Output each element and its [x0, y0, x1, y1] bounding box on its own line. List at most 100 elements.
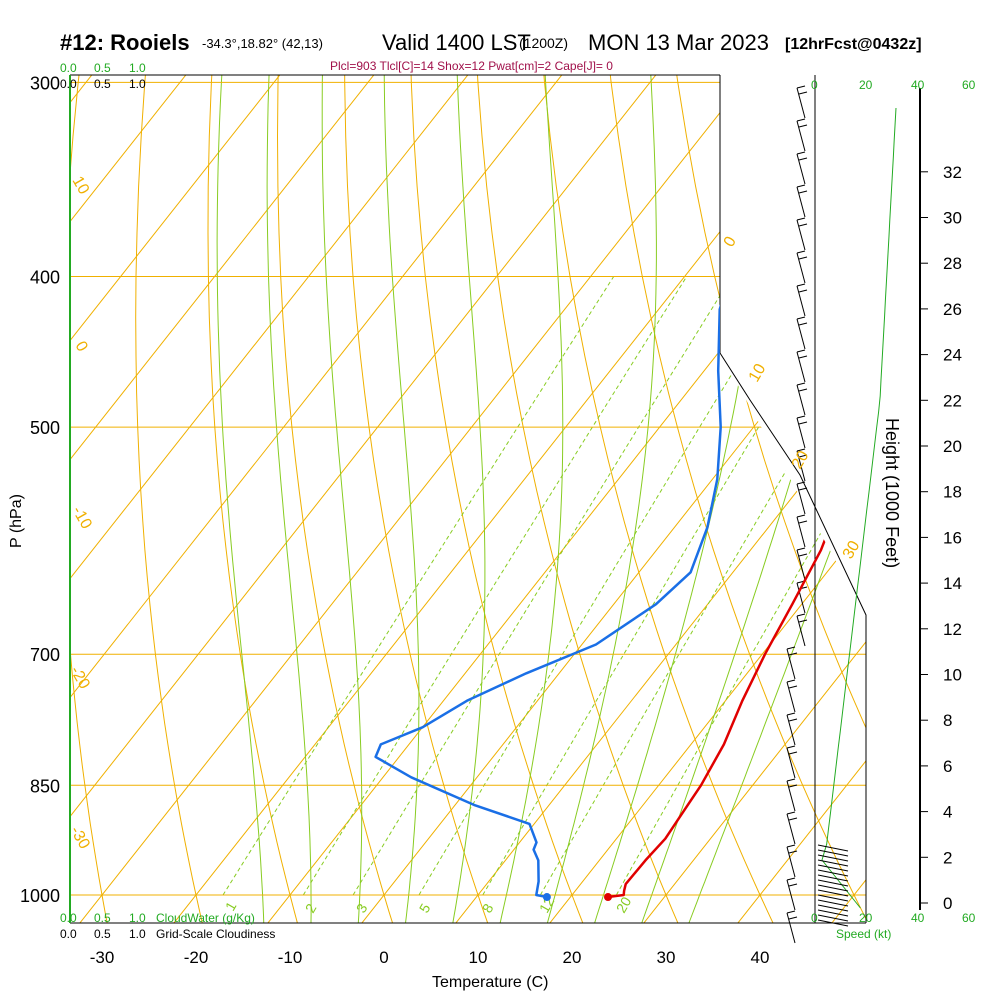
- dry-adiabat: [344, 75, 490, 923]
- isotherm-label: 0: [721, 234, 740, 250]
- barb-staff: [786, 846, 796, 878]
- wind-barb: [786, 712, 798, 746]
- wind-barb: [796, 448, 808, 482]
- isotherm-line: [70, 75, 278, 923]
- barb-staff: [796, 120, 806, 152]
- wind-barb: [786, 844, 798, 878]
- pressure-axis: 2503004005007008501000: [20, 73, 60, 906]
- height-tick-label: 6: [943, 757, 952, 776]
- cloud-bottom-0: 0.0: [60, 927, 77, 941]
- moist-adiabat: [498, 75, 564, 923]
- wind-barb: [786, 811, 798, 845]
- height-tick-label: 22: [943, 391, 962, 410]
- temperature-tick-label: 20: [563, 948, 582, 967]
- temperature-tick-label: 0: [379, 948, 388, 967]
- temperature-tick-label: -20: [184, 948, 209, 967]
- barb-staff: [796, 219, 806, 251]
- barb-staff: [796, 384, 806, 416]
- isotherm-line: [733, 75, 866, 923]
- dry-adiabat: [724, 75, 866, 923]
- surface-barb: [817, 909, 849, 917]
- speed-top-0: 0: [811, 78, 818, 92]
- moist-adiabat: [383, 75, 420, 923]
- barb-flag: [796, 283, 806, 287]
- dry-adiabat: [472, 75, 681, 923]
- isotherm-line: [70, 75, 748, 923]
- y-axis-label: P (hPa): [8, 494, 25, 548]
- height-tick-label: 4: [943, 803, 952, 822]
- cloudiness-label: Grid-Scale Cloudiness: [156, 927, 275, 941]
- wind-barb: [796, 118, 808, 152]
- wind-barb: [786, 646, 798, 680]
- valid-time: Valid 1400 LST: [382, 30, 531, 55]
- cloud-panel-labels: 0.0 0.5 1.0 0.0 0.5 1.0 0.0 0.5 1.0 Clou…: [60, 61, 275, 941]
- barb-flag: [796, 85, 806, 89]
- barb-flag: [798, 355, 808, 359]
- x-axis-label: Temperature (C): [432, 974, 548, 991]
- isotherm-label: 20: [789, 448, 813, 472]
- barb-staff: [796, 351, 806, 383]
- wind-barb: [786, 745, 798, 779]
- height-tick-label: 18: [943, 483, 962, 502]
- barb-staff: [786, 912, 796, 944]
- barb-staff: [786, 780, 796, 812]
- barb-flag: [798, 124, 808, 128]
- barb-flag: [796, 547, 806, 551]
- isotherm-label: 10: [746, 361, 770, 385]
- isotherm-line: [70, 75, 372, 923]
- cloud-bottom-green-1: 0.5: [94, 911, 111, 925]
- isotherm-line: [545, 75, 866, 923]
- wind-barb: [796, 85, 808, 119]
- barb-flag: [796, 481, 806, 485]
- barb-flag: [786, 811, 796, 815]
- date-label: MON 13 Mar 2023: [588, 30, 769, 55]
- cloud-bottom-green-0: 0.0: [60, 911, 77, 925]
- pressure-tick-label: 700: [30, 645, 60, 665]
- speed-bottom-1: 20: [859, 911, 873, 925]
- barb-staff: [796, 87, 806, 119]
- barb-staff: [786, 681, 796, 713]
- wind-barb: [796, 151, 808, 185]
- speed-top-3: 60: [962, 78, 976, 92]
- mixing-ratio-line: [222, 276, 615, 896]
- surface-barb: [817, 859, 849, 867]
- pressure-tick-label: 850: [30, 776, 60, 796]
- barb-flag: [786, 679, 796, 683]
- barb-flag: [798, 520, 808, 524]
- pressure-tick-label: 500: [30, 418, 60, 438]
- isotherm-line: [70, 75, 654, 923]
- height-tick-label: 14: [943, 574, 962, 593]
- temperature-line: [607, 75, 866, 899]
- speed-top-2: 40: [911, 78, 925, 92]
- speed-bottom-0: 0: [811, 911, 818, 925]
- height-tick-label: 26: [943, 300, 962, 319]
- surface-barb: [817, 914, 849, 922]
- mixing-ratio-line: [539, 276, 866, 896]
- surface-barb: [817, 849, 849, 857]
- speed-bottom-3: 60: [962, 911, 976, 925]
- cloud-top-0: 0.0: [60, 77, 77, 91]
- moist-adiabat: [592, 75, 772, 923]
- dry-adiabat: [851, 75, 866, 923]
- temperature-tick-label: 40: [751, 948, 770, 967]
- wind-barb: [796, 283, 808, 317]
- barb-flag: [798, 190, 808, 194]
- barb-flag: [796, 250, 806, 254]
- speed-label: Speed (kt): [836, 927, 891, 941]
- temperature-tick-label: 10: [469, 948, 488, 967]
- isotherm-label: 30: [840, 538, 864, 562]
- barb-flag: [796, 613, 806, 617]
- mixing-ratio-label: 8: [479, 901, 497, 916]
- surface-barb: [817, 894, 849, 902]
- barb-flag: [798, 553, 808, 557]
- plot-frame: [69, 74, 867, 924]
- mixing-ratio-line: [482, 276, 850, 896]
- temperature-tick-label: -10: [278, 948, 303, 967]
- surface-barb: [817, 869, 849, 877]
- barb-staff: [796, 285, 806, 317]
- surface-barb: [817, 874, 849, 882]
- wind-barb: [796, 349, 808, 383]
- wind-panel: [786, 85, 897, 944]
- barb-flag: [798, 256, 808, 260]
- wind-barb: [786, 778, 798, 812]
